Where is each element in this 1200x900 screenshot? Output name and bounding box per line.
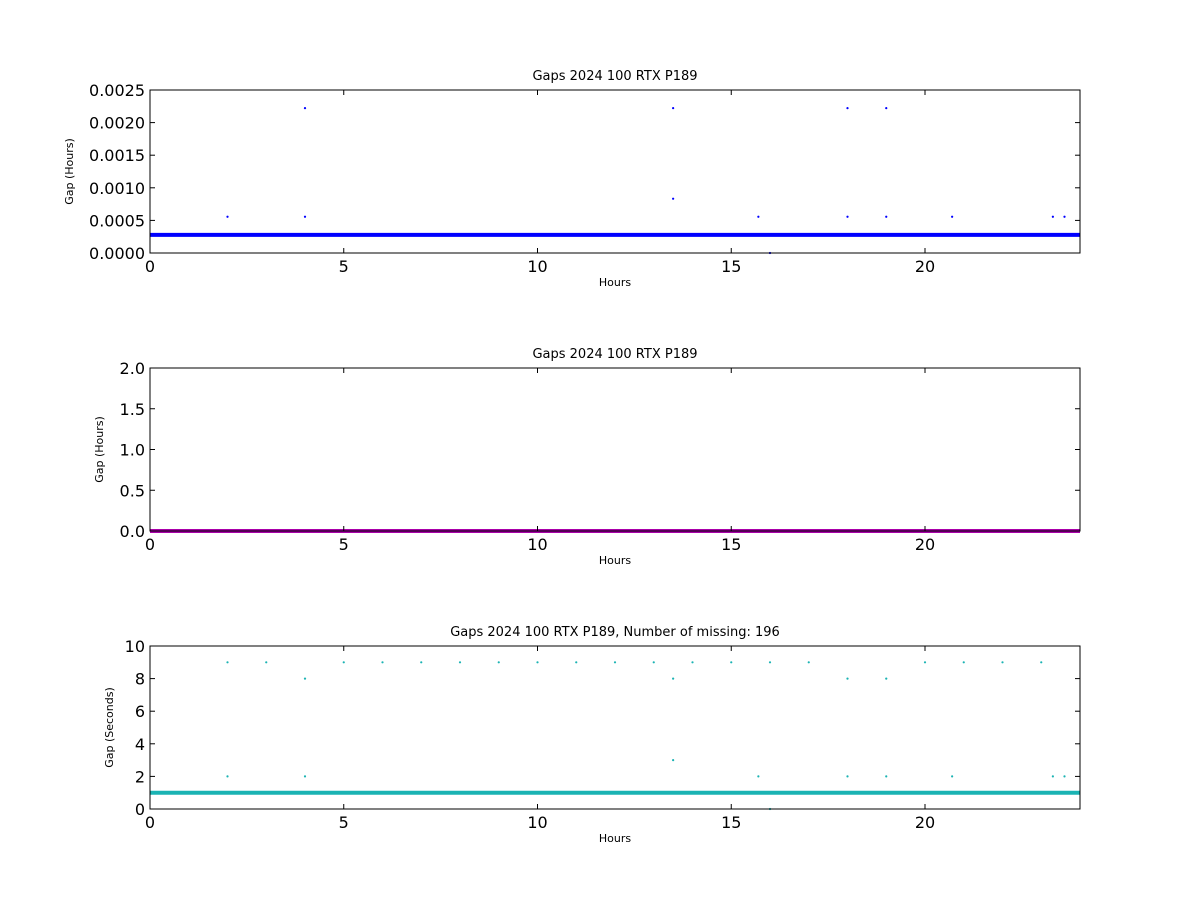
data-point [757, 215, 760, 218]
data-point [497, 661, 500, 664]
series-points [226, 661, 1066, 811]
data-point [226, 215, 229, 218]
data-point [613, 661, 617, 664]
x-tick-label: 15 [721, 257, 741, 276]
data-point [226, 661, 229, 664]
chart-panel-2: 0 5 10 15 20 0.0 0.5 1.0 1.5 2.0 Gaps 2024 100 RTX… [93, 347, 1081, 567]
data-point [1051, 775, 1054, 778]
chart-title: Gaps 2024 100 RTX P189 [532, 69, 697, 84]
plot-area [150, 646, 1080, 809]
x-tick-label: 10 [527, 813, 547, 832]
data-point [672, 197, 675, 200]
data-point [575, 661, 578, 664]
data-point [303, 775, 307, 778]
data-point [1040, 661, 1043, 664]
data-point [885, 107, 888, 110]
data-point [303, 107, 307, 110]
y-tick-label: 2.0 [120, 359, 145, 378]
plot-area [150, 368, 1080, 531]
data-point [1051, 215, 1054, 218]
plot-area [150, 90, 1080, 253]
y-tick-label: 0.0005 [89, 211, 145, 230]
chart-title: Gaps 2024 100 RTX P189, Number of missin… [450, 625, 780, 640]
data-point [458, 661, 462, 664]
y-tick-label: 0 [135, 800, 145, 819]
data-point [885, 775, 888, 778]
x-tick-label: 20 [915, 257, 935, 276]
data-point [885, 215, 888, 218]
y-tick-label: 8 [135, 670, 145, 689]
y-tick-label: 0.0020 [89, 114, 145, 133]
data-point [951, 775, 954, 778]
data-point [951, 215, 954, 218]
data-point [846, 677, 849, 680]
y-axis-label: Gap (Seconds) [103, 687, 116, 768]
data-point [672, 677, 675, 680]
chart-panel-3: 0 5 10 15 20 0 2 4 6 8 10 Gaps 2024 100 RTX P189, N… [103, 625, 1081, 845]
y-tick-label: 1.5 [120, 400, 145, 419]
chart-panel-1: 0 5 10 15 20 0.0000 0.0005 0.0010 0.0015 0.0020 0.… [63, 69, 1081, 289]
y-axis-label: Gap (Hours) [63, 138, 76, 205]
chart-title: Gaps 2024 100 RTX P189 [532, 347, 697, 362]
x-axis-label: Hours [599, 832, 631, 845]
data-point [807, 661, 810, 664]
x-tick-label: 5 [339, 813, 349, 832]
data-point [672, 107, 675, 110]
y-tick-label: 0.0015 [89, 146, 145, 165]
x-tick-label: 5 [339, 257, 349, 276]
y-axis-label: Gap (Hours) [93, 416, 106, 483]
x-tick-label: 20 [915, 535, 935, 554]
data-point [730, 661, 733, 664]
data-point [846, 107, 849, 110]
x-axis-label: Hours [599, 554, 631, 567]
y-tick-label: 0.5 [120, 481, 145, 500]
data-point [265, 661, 268, 664]
y-tick-label: 1.0 [120, 441, 145, 460]
data-point [1063, 775, 1066, 778]
x-tick-label: 0 [145, 257, 155, 276]
data-point [342, 661, 345, 664]
data-point [846, 775, 849, 778]
x-axis-label: Hours [599, 276, 631, 289]
data-point [303, 215, 307, 218]
x-tick-label: 10 [527, 257, 547, 276]
data-point [768, 661, 772, 664]
y-tick-label: 0.0000 [89, 244, 145, 263]
data-point [1063, 215, 1066, 218]
x-tick-label: 15 [721, 535, 741, 554]
data-point [691, 661, 694, 664]
data-point [652, 661, 655, 664]
axes-frame [149, 89, 1081, 254]
x-tick-label: 5 [339, 535, 349, 554]
y-tick-label: 2 [135, 767, 145, 786]
data-point [1001, 661, 1004, 664]
x-tick-label: 0 [145, 535, 155, 554]
x-tick-label: 20 [915, 813, 935, 832]
data-point [672, 759, 675, 762]
x-tick-label: 0 [145, 813, 155, 832]
y-tick-label: 6 [135, 702, 145, 721]
axes-frame [149, 645, 1081, 810]
y-tick-label: 10 [125, 637, 145, 656]
data-point [303, 677, 307, 680]
x-tick-label: 15 [721, 813, 741, 832]
data-point [381, 661, 384, 664]
data-point [846, 215, 849, 218]
data-point [885, 677, 888, 680]
data-point [226, 775, 229, 778]
y-tick-label: 4 [135, 735, 145, 754]
x-tick-label: 10 [527, 535, 547, 554]
data-point [757, 775, 760, 778]
data-point [536, 661, 539, 664]
data-point [420, 661, 423, 664]
data-point [962, 661, 965, 664]
y-tick-label: 0.0 [120, 522, 145, 541]
y-tick-label: 0.0010 [89, 179, 145, 198]
y-tick-label: 0.0025 [89, 81, 145, 100]
data-point [923, 661, 927, 664]
